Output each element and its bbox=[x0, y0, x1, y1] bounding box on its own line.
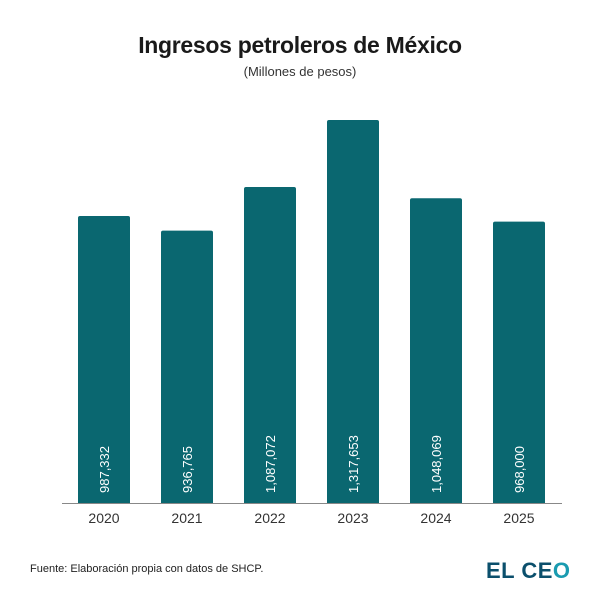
data-label: 968,000 bbox=[512, 446, 527, 493]
bar-2025 bbox=[493, 221, 545, 504]
bar-2022 bbox=[244, 186, 296, 503]
data-label: 1,317,653 bbox=[346, 435, 361, 493]
x-tick-label: 2025 bbox=[503, 510, 534, 526]
x-tick-label: 2021 bbox=[171, 510, 202, 526]
data-label: 936,765 bbox=[180, 446, 195, 493]
bar-2024 bbox=[410, 198, 462, 503]
chart-title: Ingresos petroleros de México bbox=[138, 32, 462, 58]
x-tick-label: 2023 bbox=[337, 510, 368, 526]
x-tick-label: 2024 bbox=[420, 510, 451, 526]
x-tick-label: 2020 bbox=[88, 510, 119, 526]
el-ceo-logo: EL CEO bbox=[486, 558, 571, 583]
x-tick-label: 2022 bbox=[254, 510, 285, 526]
data-label: 1,087,072 bbox=[263, 435, 278, 493]
data-label: 987,332 bbox=[97, 446, 112, 493]
bar-2021 bbox=[161, 230, 213, 503]
chart-subtitle: (Millones de pesos) bbox=[243, 64, 357, 79]
bar-2020 bbox=[78, 215, 130, 503]
bar-2023 bbox=[327, 119, 379, 503]
data-label: 1,048,069 bbox=[429, 435, 444, 493]
source-note: Fuente: Elaboración propia con datos de … bbox=[30, 563, 264, 575]
